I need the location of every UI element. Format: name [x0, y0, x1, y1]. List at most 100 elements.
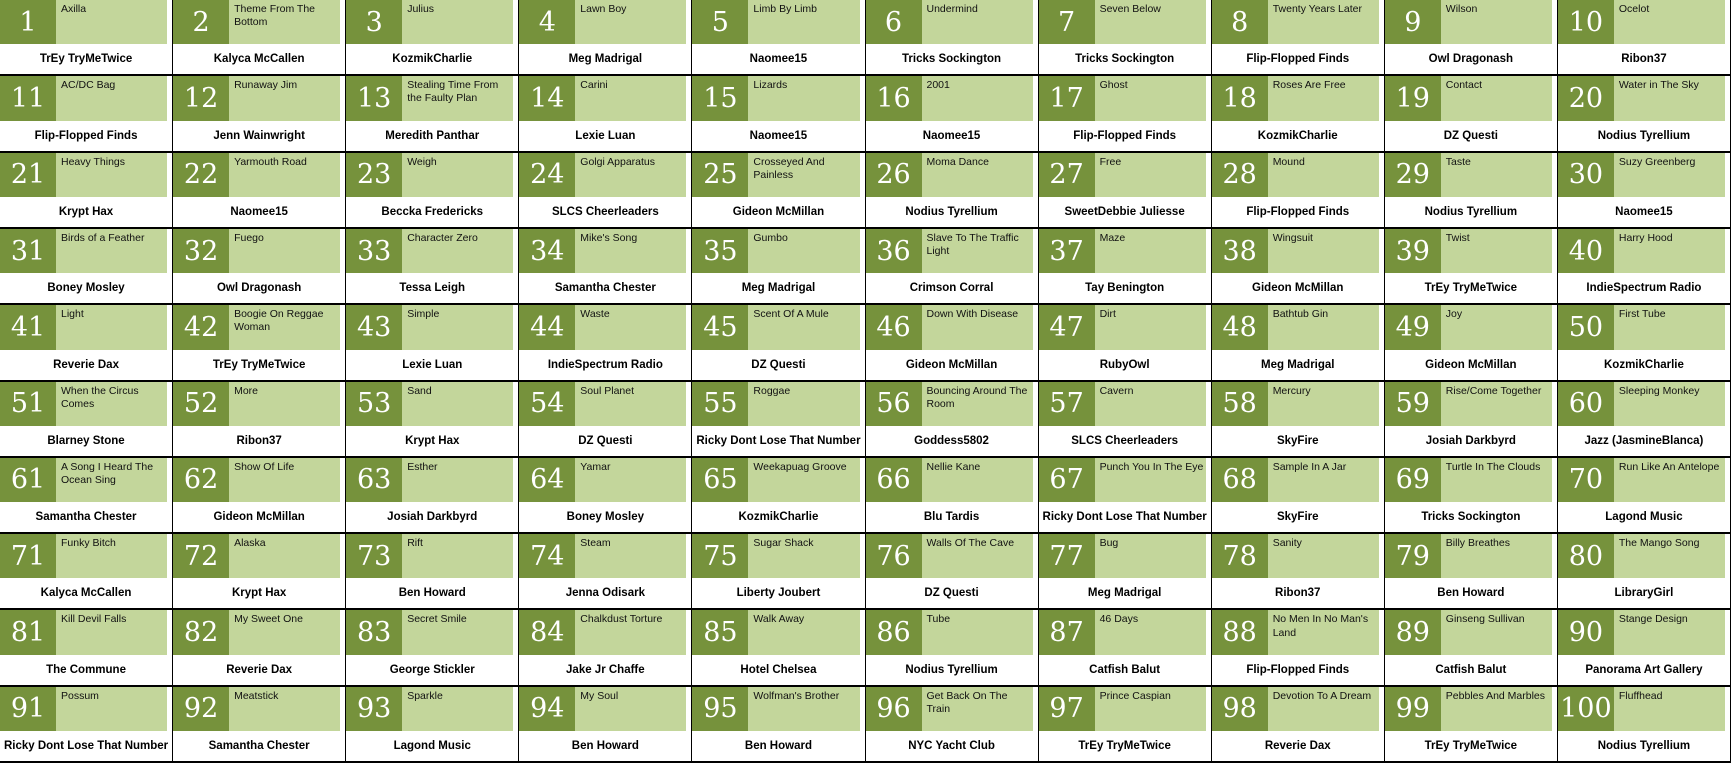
song-cell-40[interactable]: 40 Harry Hood IndieSpectrum Radio: [1557, 228, 1731, 306]
song-cell-42[interactable]: 42 Boogie On Reggae Woman TrEy TryMeTwic…: [173, 305, 347, 382]
song-cell-82[interactable]: 82 My Sweet One Reverie Dax: [173, 610, 347, 687]
song-cell-10[interactable]: 10 Ocelot Ribon37: [1557, 0, 1731, 77]
song-cell-46[interactable]: 46 Down With Disease Gideon McMillan: [865, 305, 1039, 382]
song-cell-83[interactable]: 83 Secret Smile George Stickler: [346, 610, 520, 687]
song-cell-3[interactable]: 3 Julius KozmikCharlie: [346, 0, 520, 77]
song-cell-33[interactable]: 33 Character Zero Tessa Leigh: [346, 228, 520, 306]
song-cell-92[interactable]: 92 Meatstick Samantha Chester: [173, 686, 347, 763]
song-cell-80[interactable]: 80 The Mango Song LibraryGirl: [1557, 534, 1731, 611]
song-cell-59[interactable]: 59 Rise/Come Together Josiah Darkbyrd: [1384, 381, 1558, 458]
song-cell-70[interactable]: 70 Run Like An Antelope Lagond Music: [1557, 457, 1731, 535]
song-cell-29[interactable]: 29 Taste Nodius Tyrellium: [1384, 152, 1558, 229]
song-cell-71[interactable]: 71 Funky Bitch Kalyca McCallen: [0, 534, 174, 611]
song-cell-32[interactable]: 32 Fuego Owl Dragonash: [173, 228, 347, 306]
song-cell-63[interactable]: 63 Esther Josiah Darkbyrd: [346, 457, 520, 535]
song-cell-75[interactable]: 75 Sugar Shack Liberty Joubert: [692, 534, 866, 611]
song-cell-44[interactable]: 44 Waste IndieSpectrum Radio: [519, 305, 693, 382]
song-cell-21[interactable]: 21 Heavy Things Krypt Hax: [0, 152, 174, 229]
song-cell-23[interactable]: 23 Weigh Beccka Fredericks: [346, 152, 520, 229]
song-cell-67[interactable]: 67 Punch You In The Eye Ricky Dont Lose …: [1038, 457, 1212, 535]
song-cell-17[interactable]: 17 Ghost Flip-Flopped Finds: [1038, 76, 1212, 153]
song-cell-9[interactable]: 9 Wilson Owl Dragonash: [1384, 0, 1558, 77]
song-cell-93[interactable]: 93 Sparkle Lagond Music: [346, 686, 520, 763]
song-cell-69[interactable]: 69 Turtle In The Clouds Tricks Sockingto…: [1384, 457, 1558, 535]
song-cell-2[interactable]: 2 Theme From The Bottom Kalyca McCallen: [173, 0, 347, 77]
song-cell-85[interactable]: 85 Walk Away Hotel Chelsea: [692, 610, 866, 687]
song-cell-68[interactable]: 68 Sample In A Jar SkyFire: [1211, 457, 1385, 535]
song-cell-62[interactable]: 62 Show Of Life Gideon McMillan: [173, 457, 347, 535]
song-cell-60[interactable]: 60 Sleeping Monkey Jazz (JasmineBlanca): [1557, 381, 1731, 458]
song-cell-74[interactable]: 74 Steam Jenna Odisark: [519, 534, 693, 611]
song-cell-45[interactable]: 45 Scent Of A Mule DZ Questi: [692, 305, 866, 382]
song-cell-87[interactable]: 87 46 Days Catfish Balut: [1038, 610, 1212, 687]
song-cell-37[interactable]: 37 Maze Tay Benington: [1038, 228, 1212, 306]
song-cell-52[interactable]: 52 More Ribon37: [173, 381, 347, 458]
song-cell-89[interactable]: 89 Ginseng Sullivan Catfish Balut: [1384, 610, 1558, 687]
song-cell-39[interactable]: 39 Twist TrEy TryMeTwice: [1384, 228, 1558, 306]
song-cell-22[interactable]: 22 Yarmouth Road Naomee15: [173, 152, 347, 229]
song-cell-30[interactable]: 30 Suzy Greenberg Naomee15: [1557, 152, 1731, 229]
song-cell-16[interactable]: 16 2001 Naomee15: [865, 76, 1039, 153]
song-cell-65[interactable]: 65 Weekapuag Groove KozmikCharlie: [692, 457, 866, 535]
song-cell-24[interactable]: 24 Golgi Apparatus SLCS Cheerleaders: [519, 152, 693, 229]
song-cell-97[interactable]: 97 Prince Caspian TrEy TryMeTwice: [1038, 686, 1212, 763]
song-cell-7[interactable]: 7 Seven Below Tricks Sockington: [1038, 0, 1212, 77]
song-cell-35[interactable]: 35 Gumbo Meg Madrigal: [692, 228, 866, 306]
song-cell-88[interactable]: 88 No Men In No Man's Land Flip-Flopped …: [1211, 610, 1385, 687]
song-cell-4[interactable]: 4 Lawn Boy Meg Madrigal: [519, 0, 693, 77]
song-cell-47[interactable]: 47 Dirt RubyOwl: [1038, 305, 1212, 382]
song-cell-99[interactable]: 99 Pebbles And Marbles TrEy TryMeTwice: [1384, 686, 1558, 763]
song-cell-61[interactable]: 61 A Song I Heard The Ocean Sing Samanth…: [0, 457, 174, 535]
song-cell-27[interactable]: 27 Free SweetDebbie Juliesse: [1038, 152, 1212, 229]
song-cell-66[interactable]: 66 Nellie Kane Blu Tardis: [865, 457, 1039, 535]
song-cell-5[interactable]: 5 Limb By Limb Naomee15: [692, 0, 866, 77]
song-cell-100[interactable]: 100 Fluffhead Nodius Tyrellium: [1557, 686, 1731, 763]
song-cell-72[interactable]: 72 Alaska Krypt Hax: [173, 534, 347, 611]
song-cell-51[interactable]: 51 When the Circus Comes Blarney Stone: [0, 381, 174, 458]
song-cell-53[interactable]: 53 Sand Krypt Hax: [346, 381, 520, 458]
song-cell-48[interactable]: 48 Bathtub Gin Meg Madrigal: [1211, 305, 1385, 382]
song-cell-1[interactable]: 1 Axilla TrEy TryMeTwice: [0, 0, 174, 77]
song-cell-13[interactable]: 13 Stealing Time From the Faulty Plan Me…: [346, 76, 520, 153]
song-cell-15[interactable]: 15 Lizards Naomee15: [692, 76, 866, 153]
song-cell-36[interactable]: 36 Slave To The Traffic Light Crimson Co…: [865, 228, 1039, 306]
song-cell-64[interactable]: 64 Yamar Boney Mosley: [519, 457, 693, 535]
song-cell-12[interactable]: 12 Runaway Jim Jenn Wainwright: [173, 76, 347, 153]
song-cell-26[interactable]: 26 Moma Dance Nodius Tyrellium: [865, 152, 1039, 229]
song-cell-81[interactable]: 81 Kill Devil Falls The Commune: [0, 610, 174, 687]
song-cell-11[interactable]: 11 AC/DC Bag Flip-Flopped Finds: [0, 76, 174, 153]
song-cell-57[interactable]: 57 Cavern SLCS Cheerleaders: [1038, 381, 1212, 458]
song-cell-54[interactable]: 54 Soul Planet DZ Questi: [519, 381, 693, 458]
song-cell-18[interactable]: 18 Roses Are Free KozmikCharlie: [1211, 76, 1385, 153]
song-cell-31[interactable]: 31 Birds of a Feather Boney Mosley: [0, 228, 174, 306]
song-cell-28[interactable]: 28 Mound Flip-Flopped Finds: [1211, 152, 1385, 229]
song-cell-96[interactable]: 96 Get Back On The Train NYC Yacht Club: [865, 686, 1039, 763]
song-cell-14[interactable]: 14 Carini Lexie Luan: [519, 76, 693, 153]
song-cell-55[interactable]: 55 Roggae Ricky Dont Lose That Number: [692, 381, 866, 458]
song-cell-58[interactable]: 58 Mercury SkyFire: [1211, 381, 1385, 458]
song-cell-50[interactable]: 50 First Tube KozmikCharlie: [1557, 305, 1731, 382]
song-cell-8[interactable]: 8 Twenty Years Later Flip-Flopped Finds: [1211, 0, 1385, 77]
song-cell-19[interactable]: 19 Contact DZ Questi: [1384, 76, 1558, 153]
song-cell-98[interactable]: 98 Devotion To A Dream Reverie Dax: [1211, 686, 1385, 763]
song-cell-90[interactable]: 90 Stange Design Panorama Art Gallery: [1557, 610, 1731, 687]
song-cell-6[interactable]: 6 Undermind Tricks Sockington: [865, 0, 1039, 77]
song-cell-77[interactable]: 77 Bug Meg Madrigal: [1038, 534, 1212, 611]
song-cell-84[interactable]: 84 Chalkdust Torture Jake Jr Chaffe: [519, 610, 693, 687]
song-cell-94[interactable]: 94 My Soul Ben Howard: [519, 686, 693, 763]
song-cell-76[interactable]: 76 Walls Of The Cave DZ Questi: [865, 534, 1039, 611]
song-cell-95[interactable]: 95 Wolfman's Brother Ben Howard: [692, 686, 866, 763]
song-cell-20[interactable]: 20 Water in The Sky Nodius Tyrellium: [1557, 76, 1731, 153]
song-cell-49[interactable]: 49 Joy Gideon McMillan: [1384, 305, 1558, 382]
song-cell-41[interactable]: 41 Light Reverie Dax: [0, 305, 174, 382]
song-cell-91[interactable]: 91 Possum Ricky Dont Lose That Number: [0, 686, 174, 763]
song-cell-43[interactable]: 43 Simple Lexie Luan: [346, 305, 520, 382]
song-cell-79[interactable]: 79 Billy Breathes Ben Howard: [1384, 534, 1558, 611]
song-cell-78[interactable]: 78 Sanity Ribon37: [1211, 534, 1385, 611]
song-cell-25[interactable]: 25 Crosseyed And Painless Gideon McMilla…: [692, 152, 866, 229]
song-cell-86[interactable]: 86 Tube Nodius Tyrellium: [865, 610, 1039, 687]
song-cell-38[interactable]: 38 Wingsuit Gideon McMillan: [1211, 228, 1385, 306]
song-cell-56[interactable]: 56 Bouncing Around The Room Goddess5802: [865, 381, 1039, 458]
song-cell-73[interactable]: 73 Rift Ben Howard: [346, 534, 520, 611]
song-cell-34[interactable]: 34 Mike's Song Samantha Chester: [519, 228, 693, 306]
